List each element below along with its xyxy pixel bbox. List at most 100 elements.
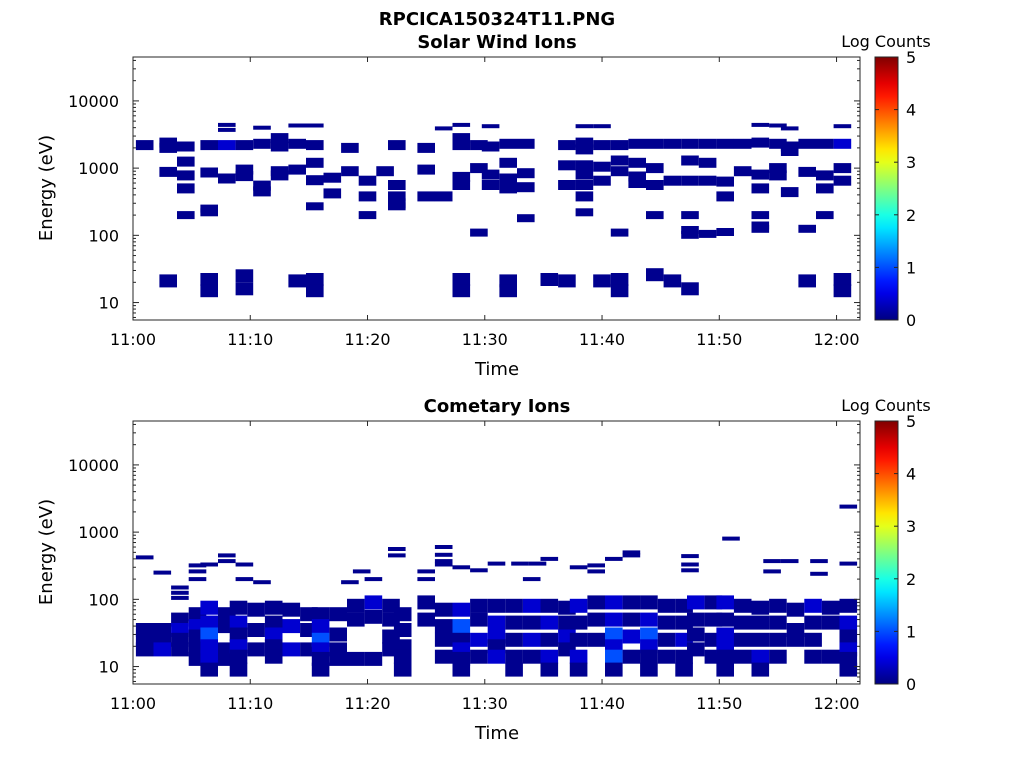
solar-wind-title: Solar Wind Ions bbox=[417, 32, 576, 53]
spectrogram-cell bbox=[470, 568, 488, 573]
spectrogram-cell bbox=[657, 615, 676, 630]
spectrogram-cell bbox=[733, 649, 752, 664]
spectrogram-cell bbox=[839, 629, 858, 644]
colorbar-tick-label: 4 bbox=[906, 465, 916, 484]
spectrogram-cell bbox=[218, 140, 236, 151]
colorbar-tick-label: 2 bbox=[906, 570, 916, 589]
spectrogram-cell bbox=[177, 141, 195, 152]
y-tick-label: 10 bbox=[99, 294, 119, 313]
spectrogram-cell bbox=[640, 612, 658, 627]
spectrogram-cell bbox=[264, 600, 283, 615]
spectrogram-cell bbox=[311, 619, 330, 634]
spectrogram-cell bbox=[751, 649, 770, 664]
spectrogram-cell bbox=[833, 175, 852, 186]
spectrogram-cell bbox=[622, 553, 641, 558]
spectrogram-cell bbox=[839, 615, 858, 630]
cometary-y-ticks: 10 100 1000 10000 bbox=[68, 423, 860, 682]
spectrogram-cell bbox=[452, 273, 471, 286]
spectrogram-cell bbox=[434, 126, 453, 131]
spectrogram-cell bbox=[470, 649, 488, 664]
spectrogram-cell bbox=[487, 561, 506, 566]
spectrogram-cell bbox=[751, 183, 770, 194]
spectrogram-cell bbox=[171, 590, 189, 595]
spectrogram-cell bbox=[253, 180, 271, 191]
spectrogram-cell bbox=[646, 268, 664, 282]
spectrogram-cell bbox=[681, 175, 699, 186]
spectrogram-cell bbox=[159, 142, 177, 153]
spectrogram-cell bbox=[235, 164, 254, 175]
spectrogram-cell bbox=[810, 559, 828, 564]
colorbar-gradient bbox=[874, 56, 899, 321]
colorbar-tick-label: 2 bbox=[906, 206, 916, 225]
spectrogram-cell bbox=[722, 536, 740, 541]
spectrogram-cell bbox=[804, 649, 822, 664]
spectrogram-cell bbox=[487, 649, 506, 664]
spectrogram-cell bbox=[733, 598, 752, 613]
spectrogram-cell bbox=[352, 569, 371, 574]
spectrogram-cell bbox=[569, 615, 588, 630]
spectrogram-cell bbox=[171, 595, 189, 600]
x-tick-label: 11:40 bbox=[579, 694, 625, 713]
spectrogram-cell bbox=[605, 556, 623, 561]
spectrogram-cell bbox=[159, 274, 177, 288]
spectrogram-cell bbox=[587, 595, 605, 610]
spectrogram-cell bbox=[622, 629, 641, 644]
spectrogram-cell bbox=[780, 559, 799, 564]
spectrogram-cell bbox=[517, 214, 535, 223]
y-tick-label: 10 bbox=[99, 658, 119, 677]
spectrogram-cell bbox=[288, 274, 306, 288]
spectrogram-cell bbox=[763, 559, 781, 564]
spectrogram-cell bbox=[769, 123, 787, 128]
spectrogram-cell bbox=[681, 226, 699, 234]
spectrogram-cell bbox=[306, 175, 324, 186]
spectrogram-cell bbox=[311, 607, 330, 622]
spectrogram-cell bbox=[505, 598, 523, 613]
spectrogram-cell bbox=[306, 157, 324, 168]
spectrogram-cell bbox=[306, 284, 324, 298]
spectrogram-cell bbox=[816, 170, 834, 181]
spectrogram-cell bbox=[716, 595, 734, 610]
colorbar-tick-label: 1 bbox=[906, 622, 916, 641]
spectrogram-cell bbox=[681, 230, 699, 239]
spectrogram-cell bbox=[229, 649, 248, 664]
spectrogram-cell bbox=[522, 615, 541, 630]
spectrogram-cell bbox=[177, 170, 195, 181]
spectrogram-cell bbox=[388, 191, 406, 202]
spectrogram-cell bbox=[434, 545, 453, 549]
spectrogram-cell bbox=[610, 155, 629, 166]
spectrogram-cell bbox=[575, 160, 594, 171]
spectrogram-cell bbox=[569, 649, 588, 664]
spectrogram-cell bbox=[499, 183, 517, 194]
spectrogram-cell bbox=[769, 170, 787, 181]
spectrogram-cell bbox=[329, 651, 347, 666]
y-tick-label: 10000 bbox=[68, 92, 119, 111]
spectrogram-cell bbox=[247, 602, 265, 617]
y-tick-label: 1000 bbox=[78, 523, 119, 542]
cometary-title: Cometary Ions bbox=[424, 396, 571, 417]
spectrogram-cell bbox=[763, 569, 781, 574]
spectrogram-cell bbox=[575, 208, 594, 217]
spectrogram-cell bbox=[833, 284, 852, 298]
spectrogram-cell bbox=[177, 211, 195, 220]
spectrogram-cell bbox=[769, 598, 787, 613]
spectrogram-cell bbox=[640, 627, 658, 642]
spectrogram-cell bbox=[505, 662, 523, 677]
spectrogram-cell bbox=[610, 166, 629, 177]
spectrogram-cell bbox=[540, 556, 559, 561]
spectrogram-cell bbox=[329, 607, 347, 622]
spectrogram-cell bbox=[235, 140, 254, 151]
spectrogram-cell bbox=[610, 228, 629, 237]
spectrogram-cell bbox=[839, 651, 858, 666]
spectrogram-cell bbox=[200, 662, 218, 677]
spectrogram-cell bbox=[751, 224, 770, 233]
solar-wind-colorbar: 0 1 2 3 4 5 bbox=[874, 48, 916, 330]
spectrogram-cell bbox=[452, 284, 471, 298]
spectrogram-cell bbox=[229, 615, 248, 630]
spectrogram-cell bbox=[605, 627, 623, 642]
spectrogram-cell bbox=[253, 138, 271, 149]
spectrogram-cell bbox=[323, 172, 342, 183]
spectrogram-cell bbox=[452, 133, 471, 144]
spectrogram-cell bbox=[769, 163, 787, 174]
spectrogram-cell bbox=[153, 570, 172, 575]
colorbar-tick-label: 0 bbox=[906, 675, 916, 694]
